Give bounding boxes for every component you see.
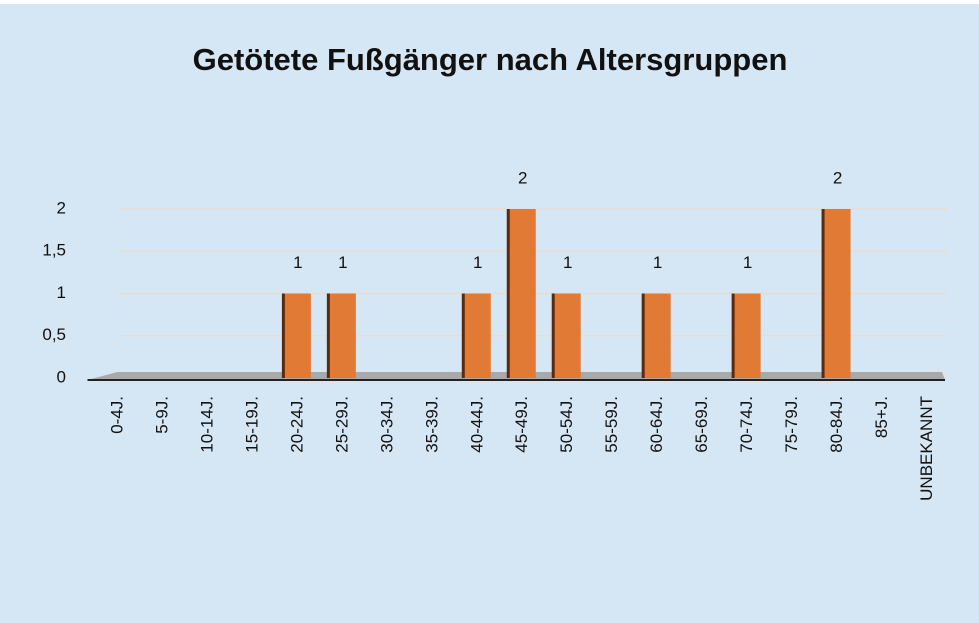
data-label: 2 <box>833 168 842 187</box>
y-tick-label: 1,5 <box>42 241 66 260</box>
y-tick-label: 2 <box>57 198 66 217</box>
bar <box>731 293 761 378</box>
x-tick-label: 80-84J. <box>827 396 846 453</box>
x-tick-label: 75-79J. <box>782 396 801 453</box>
y-tick-label: 1 <box>57 283 66 302</box>
bar <box>281 293 311 378</box>
data-label: 1 <box>338 253 347 272</box>
data-label: 1 <box>473 253 482 272</box>
x-tick-label: 30-34J. <box>377 396 396 453</box>
y-tick-label: 0,5 <box>42 325 66 344</box>
x-tick-label: 0-4J. <box>107 396 126 434</box>
x-tick-label: 65-69J. <box>692 396 711 453</box>
bar <box>461 293 491 378</box>
data-label: 1 <box>563 253 572 272</box>
x-tick-label: 85+J. <box>872 396 891 438</box>
x-tick-label: 70-74J. <box>737 396 756 453</box>
x-tick-label: 55-59J. <box>602 396 621 453</box>
bar <box>506 209 536 378</box>
data-label: 1 <box>653 253 662 272</box>
x-tick-label: 25-29J. <box>332 396 351 453</box>
x-tick-label: 40-44J. <box>467 396 486 453</box>
x-tick-label: UNBEKANNT <box>917 396 936 501</box>
data-label: 1 <box>743 253 752 272</box>
bar <box>641 293 671 378</box>
data-label: 2 <box>518 168 527 187</box>
y-tick-label: 0 <box>57 367 66 386</box>
x-tick-label: 5-9J. <box>152 396 171 434</box>
x-tick-label: 10-14J. <box>197 396 216 453</box>
x-tick-label: 50-54J. <box>557 396 576 453</box>
bar <box>551 293 581 378</box>
bar <box>821 209 851 378</box>
x-tick-label: 45-49J. <box>512 396 531 453</box>
x-tick-label: 60-64J. <box>647 396 666 453</box>
x-tick-label: 35-39J. <box>422 396 441 453</box>
x-tick-label: 20-24J. <box>287 396 306 453</box>
chart-title: Getötete Fußgänger nach Altersgruppen <box>193 42 788 77</box>
x-tick-label: 15-19J. <box>242 396 261 453</box>
bar <box>326 293 356 378</box>
data-label: 1 <box>293 253 302 272</box>
